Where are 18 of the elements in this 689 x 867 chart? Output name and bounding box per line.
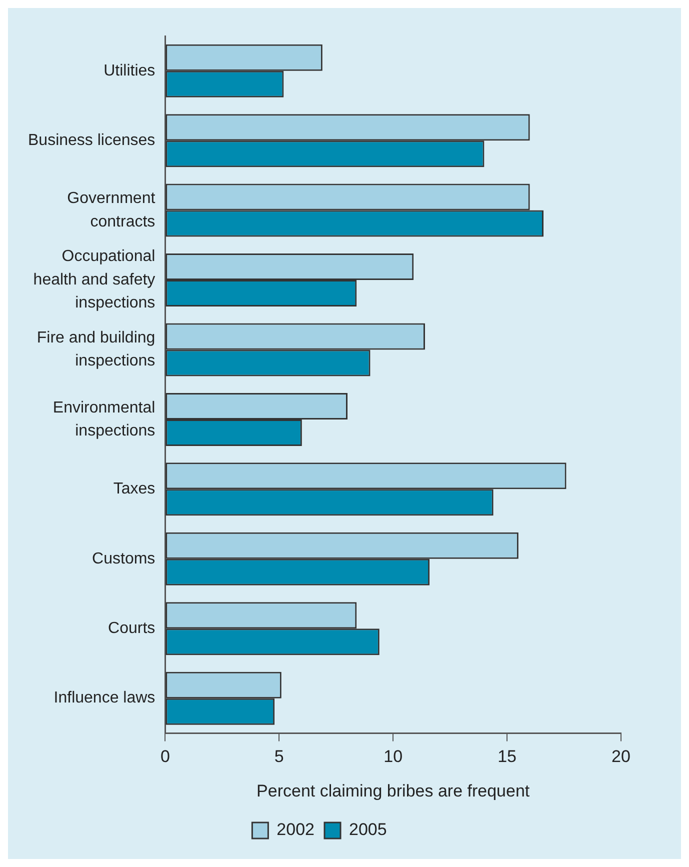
x-tick-label: 15 — [498, 747, 517, 766]
x-tick-label: 10 — [384, 747, 403, 766]
x-tick-label: 20 — [612, 747, 630, 766]
y-tick-label: Influence laws — [54, 690, 156, 707]
y-tick-label: Environmental inspections — [52, 399, 156, 440]
legend-label: 2002 — [276, 820, 315, 840]
y-tick-label: Taxes — [113, 480, 156, 498]
x-tick-label: 5 — [274, 747, 284, 766]
y-tick-label: Customs — [92, 550, 156, 568]
x-tick-label: 0 — [160, 747, 170, 766]
y-tick-label: Government contracts — [67, 190, 156, 230]
x-axis-title: Percent claiming bribes are frequent — [256, 781, 530, 800]
y-tick-label: Fire and building inspections — [36, 330, 156, 370]
legend-label: 2005 — [349, 820, 387, 840]
y-tick-label: Courts — [108, 620, 156, 638]
y-tick-label: Utilities — [104, 62, 156, 80]
y-tick-label: Occupational health and safety inspections — [33, 248, 156, 312]
y-tick-label: Business licenses — [28, 132, 156, 149]
